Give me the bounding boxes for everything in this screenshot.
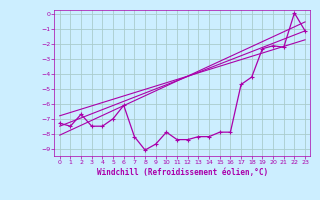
X-axis label: Windchill (Refroidissement éolien,°C): Windchill (Refroidissement éolien,°C) [97, 168, 268, 177]
